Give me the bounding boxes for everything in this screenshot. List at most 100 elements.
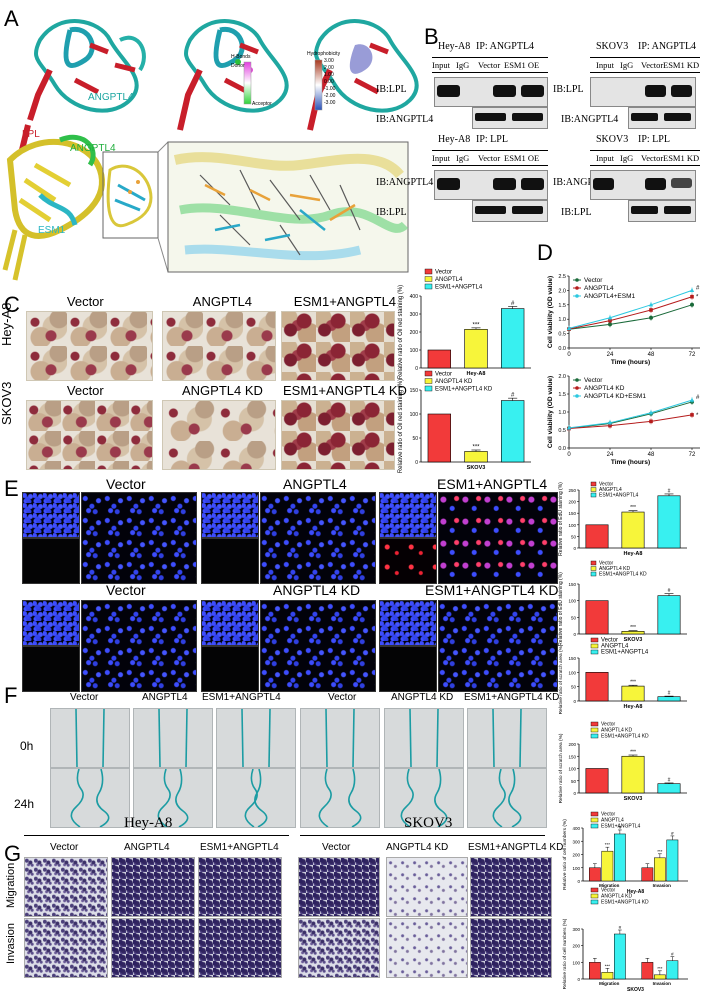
angptl4-label-2: ANGPTL4 [70,143,116,154]
oil-red-col-title: Vector [66,294,104,309]
oil-red-col-title: ESM1+ANGPTL4 KD [283,383,407,398]
significance-mark: *** [605,963,611,968]
bar [585,672,609,702]
transwell-image [24,918,108,978]
blot-divider [432,72,548,73]
dapi-channel [201,600,259,646]
blot-band [521,178,544,190]
legend-swatch [590,637,599,643]
blot-band [521,85,544,97]
y-tick-label: 0 [577,977,580,982]
significance-mark: *** [472,445,480,451]
x-tick-label: 0 [567,452,571,458]
y-tick-label: 300 [572,839,580,844]
bar [585,600,609,635]
panel-label-d: D [537,240,553,265]
blot-cell-label: Hey-A8 [438,134,471,145]
y-tick-label: 100 [572,866,580,871]
edu-col-title: ANGPTL4 [283,476,347,492]
blot-ib-bottom: IB:LPL [561,207,592,218]
legend-label: ESM1+ANGPTL4 [435,285,483,291]
significance-mark: * [696,413,699,419]
group-line-hey [24,835,289,836]
y-axis-label: Relative ratio of Oil red staining (%) [398,379,404,473]
legend-swatch [590,823,599,829]
series-line [568,414,693,430]
transwell-image [111,857,195,917]
blot-lane-label: IgG [456,153,470,163]
series-line [568,296,693,330]
bar [641,962,654,980]
edu-col-title: Vector [106,476,146,492]
legend-label: ESM1+ANGPTL4 KD [599,572,647,578]
panel-label-e: E [4,476,19,501]
bar [657,783,681,794]
oil-red-image [281,400,395,470]
wound-image [300,768,380,828]
y-tick-label: 0 [573,546,576,551]
angptl4-label: ANGPTL4 [88,92,134,103]
wound-col-title: ESM1+ANGPTL4 [202,692,281,703]
legend-swatch [590,727,599,733]
blot-ip-label: IP: ANGPTL4 [476,41,535,52]
edu-col-title: ESM1+ANGPTL4 [437,476,548,492]
bar [654,974,666,980]
bar [614,833,626,882]
oil-red-image [281,311,395,381]
wound-image [216,768,296,828]
bar [641,867,654,882]
y-tick-label: 0 [573,791,576,796]
legend-swatch [590,811,599,817]
blot-lane-label: IgG [456,60,470,70]
blot-divider [590,57,700,58]
oil-red-col-title: ANGPTL4 [192,294,253,309]
wound-col-title: Vector [328,692,357,703]
transwell-col-title: ANGPTL4 KD [386,842,449,853]
transwell-image [24,857,108,917]
significance-mark: *** [630,750,636,756]
blot-lane-label: Vector [478,153,501,163]
category-label: Invasion [653,883,672,888]
y-tick-label: 0 [415,460,418,466]
y-axis-label: Relative ratio of scratch area (%) [558,644,564,714]
blot-ib-bottom: IB:LPL [376,207,407,218]
x-axis-label: Hey-A8 [624,704,643,710]
y-tick-label: 0 [577,879,580,884]
dapi-channel [201,492,259,538]
x-tick-label: 72 [689,352,696,358]
blot-band [437,178,460,190]
legend-swatch [590,492,597,498]
blot-lane-label: Input [432,60,450,70]
y-tick-label: 100 [410,348,419,354]
blot-cell-label: SKOV3 [596,134,629,145]
legend-marker [575,378,579,382]
legend-label: Vector [601,888,616,894]
category-label: Migration [599,981,619,986]
hbond-donor-label: Donor [231,63,245,69]
transwell-image [198,857,282,917]
oil-red-image [26,400,153,470]
y-axis-label: Cell viability (OD value) [547,376,554,448]
bar [657,595,681,635]
wound-image [216,708,296,768]
merged-channel [260,600,376,692]
edu-channel [379,538,437,584]
legend-swatch [590,571,597,577]
transwell-col-title: Vector [50,842,79,853]
edu-channel [22,646,80,692]
blot-band [493,85,516,97]
significance-mark: # [511,393,515,399]
significance-mark: # [671,831,674,836]
transwell-image [198,918,282,978]
legend-label: ANGPTL4+ESM1 [584,293,636,300]
x-axis-label: Hey-A8 [467,371,486,377]
blot-band [645,85,666,97]
wound-image [50,708,130,768]
bar [621,755,645,794]
y-tick-label: 200 [572,944,580,949]
blot-band [631,113,658,121]
series-line [568,289,693,329]
blot-ib-top: IB:LPL [553,84,584,95]
legend-swatch [590,481,597,487]
